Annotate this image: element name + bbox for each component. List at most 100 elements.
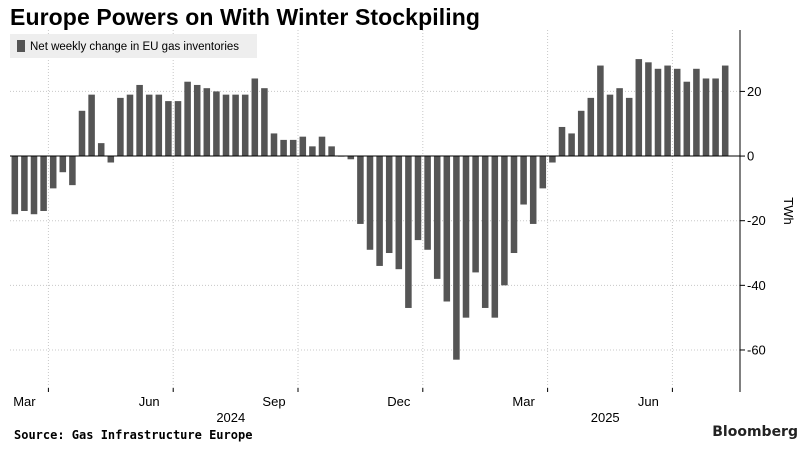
bar-6 (69, 156, 76, 186)
bar-15 (155, 94, 163, 157)
bar-37 (366, 156, 374, 250)
bar-72 (702, 78, 710, 157)
bar-56 (549, 156, 556, 163)
x-tick-label-0: Mar (13, 394, 36, 409)
bar-23 (232, 94, 239, 157)
y-axis-label: TWh (781, 197, 796, 224)
bar-16 (165, 101, 172, 157)
bar-26 (261, 88, 268, 157)
bar-17 (174, 101, 182, 157)
legend: Net weekly change in EU gas inventories (10, 34, 257, 58)
bar-51 (501, 156, 508, 286)
bar-74 (721, 65, 729, 157)
bar-2 (30, 156, 38, 215)
legend-entry: Net weekly change in EU gas inventories (30, 41, 239, 53)
y-tick-label-0: 20 (747, 84, 761, 99)
bar-58 (568, 133, 575, 157)
bar-45 (443, 156, 451, 302)
bar-44 (433, 156, 441, 279)
bar-62 (606, 94, 614, 157)
bar-25 (251, 78, 259, 157)
x-tick-label-3: Dec (387, 394, 411, 409)
bar-57 (558, 126, 566, 157)
bar-52 (510, 156, 518, 254)
bar-20 (203, 88, 211, 157)
bar-27 (270, 133, 278, 157)
x-tick-label-5: Jun (638, 394, 659, 409)
bar-19 (193, 84, 201, 157)
legend-background (10, 34, 257, 58)
bar-28 (280, 139, 287, 157)
brand-logo: Bloomberg (712, 424, 798, 440)
bar-55 (539, 156, 547, 189)
legend-swatch (17, 40, 25, 52)
bar-3 (40, 156, 47, 211)
bar-67 (654, 68, 662, 157)
bar-65 (635, 59, 643, 157)
x-tick-label-2: Sep (262, 394, 285, 409)
bar-69 (673, 68, 681, 157)
source-note: Source: Gas Infrastructure Europe (14, 428, 253, 442)
bar-36 (357, 156, 364, 224)
bar-73 (712, 78, 719, 157)
bar-53 (520, 156, 527, 205)
bar-32 (318, 136, 326, 157)
bar-29 (289, 139, 297, 157)
bar-49 (481, 156, 489, 308)
bar-31 (309, 146, 316, 157)
bar-40 (395, 156, 403, 270)
bar-47 (462, 156, 470, 318)
bar-7 (78, 110, 86, 157)
bar-39 (385, 156, 393, 254)
bar-24 (241, 94, 249, 157)
chart-title: Europe Powers on With Winter Stockpiling (10, 4, 480, 30)
bar-50 (491, 156, 499, 318)
bar-43 (424, 156, 431, 250)
bar-59 (577, 110, 585, 157)
bar-42 (414, 156, 422, 241)
bar-4 (49, 156, 57, 189)
bar-48 (472, 156, 479, 273)
bar-5 (59, 156, 67, 173)
vertical-gridlines (47, 30, 673, 392)
x-axis-ticks: Mar Jun Sep Dec Mar Jun 2024 2025 (13, 388, 673, 425)
x-tick-label-1: Jun (139, 394, 160, 409)
bar-series (11, 59, 729, 360)
y-tick-label-4: -60 (747, 342, 766, 357)
bar-0 (11, 156, 19, 215)
bar-33 (328, 146, 335, 157)
bar-21 (213, 91, 220, 157)
bar-41 (405, 156, 412, 308)
bar-11 (117, 97, 124, 157)
y-tick-label-1: 0 (747, 149, 754, 164)
bar-54 (529, 156, 537, 224)
year-label-0: 2024 (216, 410, 245, 425)
x-tick-label-4: Mar (512, 394, 535, 409)
bar-46 (453, 156, 460, 360)
bar-10 (107, 156, 115, 163)
bar-22 (222, 94, 230, 157)
bar-38 (376, 156, 383, 266)
bar-66 (645, 62, 652, 157)
bar-61 (597, 65, 604, 157)
y-tick-label-2: -20 (747, 213, 766, 228)
year-label-1: 2025 (591, 410, 620, 425)
bar-60 (587, 97, 595, 157)
y-axis-ticks: 20 0 -20 -40 -60 (740, 84, 766, 357)
bar-30 (299, 136, 307, 157)
bar-64 (625, 97, 633, 157)
bar-18 (184, 81, 191, 157)
bar-35 (347, 156, 355, 160)
bar-70 (683, 81, 691, 157)
bar-1 (21, 156, 28, 211)
bar-8 (88, 94, 95, 157)
bar-71 (693, 68, 700, 157)
bar-14 (145, 94, 153, 157)
bar-13 (136, 84, 143, 157)
bar-68 (664, 65, 671, 157)
bar-63 (616, 88, 623, 157)
y-tick-label-3: -40 (747, 278, 766, 293)
bar-12 (126, 94, 134, 157)
bar-9 (97, 143, 105, 157)
